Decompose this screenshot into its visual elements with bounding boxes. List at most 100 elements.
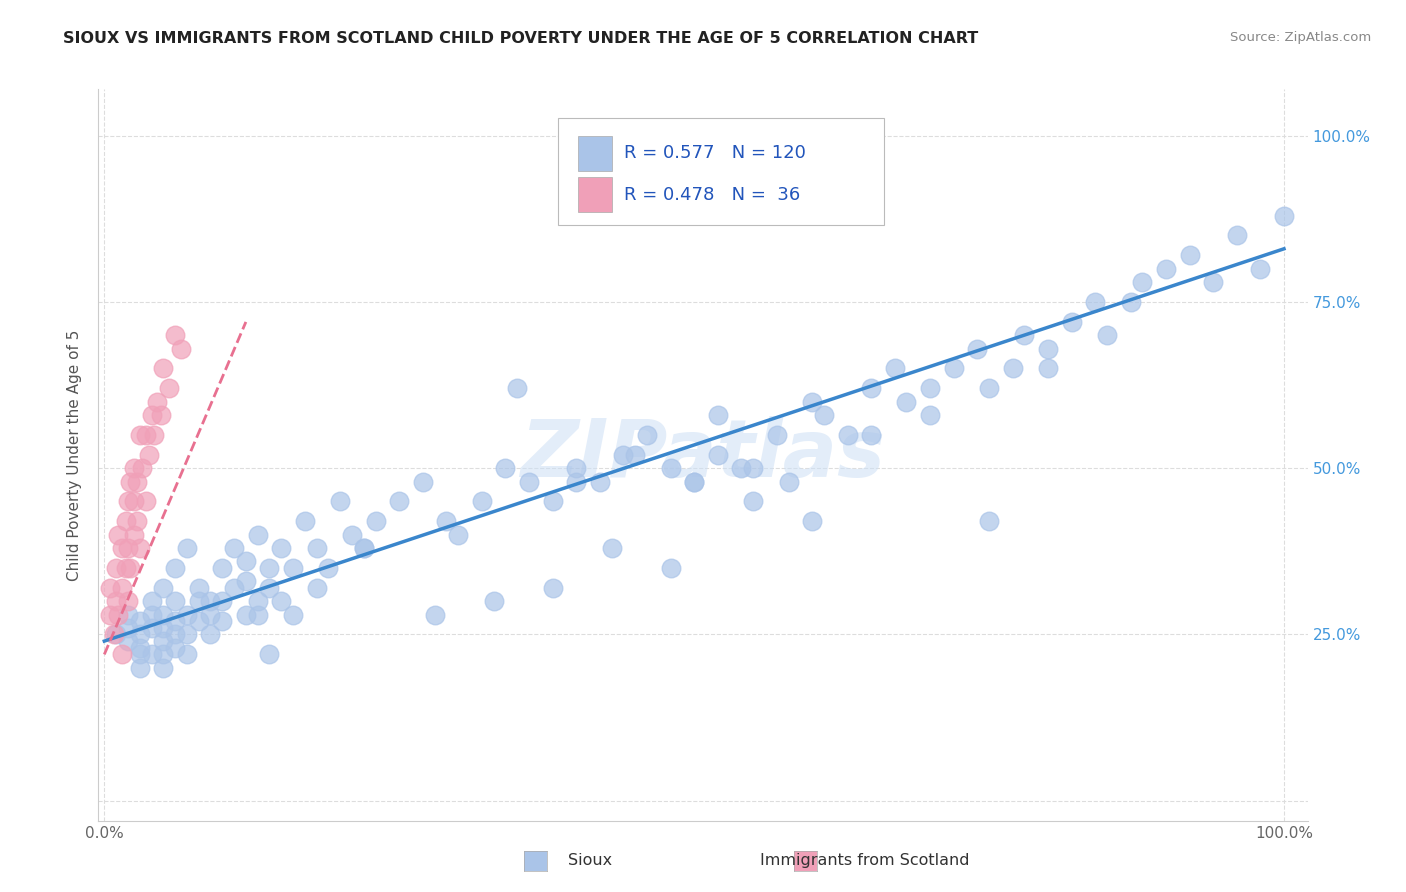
Point bbox=[105, 594, 128, 608]
Point bbox=[246, 527, 269, 541]
Point bbox=[896, 394, 918, 409]
Point bbox=[235, 554, 257, 568]
Point bbox=[742, 461, 765, 475]
Point bbox=[565, 461, 588, 475]
Point bbox=[1226, 228, 1249, 243]
Point bbox=[1060, 315, 1083, 329]
Text: R = 0.478   N =  36: R = 0.478 N = 36 bbox=[624, 186, 800, 204]
Point bbox=[1272, 209, 1295, 223]
Point bbox=[120, 475, 142, 489]
Point bbox=[1084, 295, 1107, 310]
Point bbox=[127, 475, 149, 489]
Point bbox=[883, 361, 905, 376]
Point bbox=[706, 448, 728, 462]
Point bbox=[294, 515, 316, 529]
Point bbox=[423, 607, 446, 622]
Point bbox=[152, 361, 174, 376]
Text: R = 0.577   N = 120: R = 0.577 N = 120 bbox=[624, 144, 806, 161]
Point bbox=[149, 408, 172, 422]
Point bbox=[860, 381, 883, 395]
Point bbox=[142, 428, 165, 442]
Point bbox=[187, 614, 209, 628]
Point bbox=[920, 381, 942, 395]
Point bbox=[471, 494, 494, 508]
Point bbox=[222, 581, 245, 595]
Point bbox=[353, 541, 375, 555]
Point bbox=[117, 621, 139, 635]
Point bbox=[117, 494, 139, 508]
Point bbox=[111, 648, 134, 662]
Point bbox=[157, 381, 180, 395]
Point bbox=[170, 342, 193, 356]
Point bbox=[211, 561, 233, 575]
Point bbox=[117, 541, 139, 555]
Point bbox=[165, 594, 187, 608]
Point bbox=[318, 561, 340, 575]
Point bbox=[977, 381, 1000, 395]
Point bbox=[122, 461, 145, 475]
Point bbox=[683, 475, 706, 489]
Bar bbox=[578, 177, 613, 212]
Text: Sioux: Sioux bbox=[568, 854, 613, 868]
Point bbox=[412, 475, 434, 489]
Point bbox=[541, 494, 564, 508]
Point bbox=[152, 634, 174, 648]
Point bbox=[541, 581, 564, 595]
Point bbox=[141, 621, 163, 635]
Point bbox=[281, 607, 304, 622]
Point bbox=[107, 607, 129, 622]
Point bbox=[517, 475, 540, 489]
Point bbox=[117, 594, 139, 608]
Point bbox=[122, 494, 145, 508]
Point bbox=[1095, 328, 1118, 343]
Point bbox=[305, 541, 328, 555]
Point bbox=[176, 541, 198, 555]
Point bbox=[813, 408, 835, 422]
Point bbox=[1202, 275, 1225, 289]
Point bbox=[117, 607, 139, 622]
Point bbox=[270, 541, 292, 555]
Point bbox=[222, 541, 245, 555]
Point bbox=[259, 561, 281, 575]
Point bbox=[128, 614, 150, 628]
Point bbox=[211, 594, 233, 608]
Point bbox=[246, 594, 269, 608]
FancyBboxPatch shape bbox=[558, 119, 884, 225]
Point bbox=[200, 594, 222, 608]
Point bbox=[1249, 261, 1271, 276]
Point bbox=[165, 627, 187, 641]
Point bbox=[128, 640, 150, 655]
Point bbox=[135, 494, 157, 508]
Point bbox=[966, 342, 988, 356]
Point bbox=[1014, 328, 1036, 343]
Point bbox=[494, 461, 516, 475]
Point bbox=[1119, 295, 1142, 310]
Point bbox=[98, 581, 121, 595]
Point bbox=[176, 648, 198, 662]
Point bbox=[165, 328, 187, 343]
Point bbox=[281, 561, 304, 575]
Point bbox=[141, 408, 163, 422]
Point bbox=[388, 494, 411, 508]
Point bbox=[114, 515, 136, 529]
Point bbox=[1036, 342, 1059, 356]
Point bbox=[128, 541, 150, 555]
Point bbox=[127, 515, 149, 529]
Point bbox=[364, 515, 387, 529]
Point bbox=[128, 648, 150, 662]
Point bbox=[259, 648, 281, 662]
Point bbox=[131, 461, 153, 475]
Y-axis label: Child Poverty Under the Age of 5: Child Poverty Under the Age of 5 bbox=[67, 329, 83, 581]
Point bbox=[920, 408, 942, 422]
Point bbox=[176, 607, 198, 622]
Point bbox=[636, 428, 658, 442]
Point bbox=[742, 494, 765, 508]
Point bbox=[624, 448, 647, 462]
Point bbox=[565, 475, 588, 489]
Point bbox=[259, 581, 281, 595]
Point bbox=[1036, 361, 1059, 376]
Point bbox=[340, 527, 363, 541]
Point bbox=[235, 574, 257, 589]
Point bbox=[211, 614, 233, 628]
Point bbox=[165, 614, 187, 628]
